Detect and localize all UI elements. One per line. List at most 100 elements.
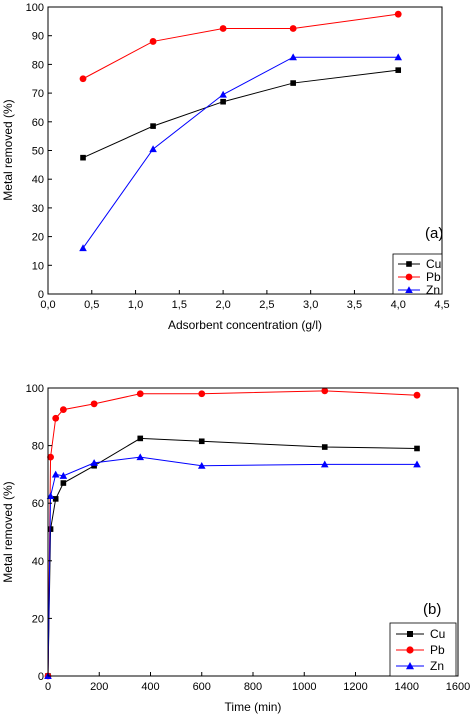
series-line-pb-a — [82, 13, 399, 80]
legend-label-cu-b: Cu — [430, 627, 445, 641]
y-axis-title-b: Metal removed (%) — [1, 481, 15, 582]
x-tick-label: 1,5 — [172, 299, 187, 311]
y-tick-label: 40 — [32, 556, 44, 568]
data-point-zn-b — [90, 459, 98, 466]
panel-label-b: (b) — [423, 601, 441, 618]
chart-panel-b: 0 200 400 600 800 1000 1200 1400 1600 0 20 40 60 80 10… — [1, 383, 470, 714]
plot-area-a — [79, 10, 403, 252]
data-point-cu-a — [220, 98, 226, 105]
x-tick-label: 400 — [141, 681, 159, 693]
x-tick-label: 4,0 — [391, 299, 406, 311]
y-tick-label: 60 — [32, 498, 44, 510]
y-tick-label: 100 — [26, 383, 44, 395]
plot-area-b — [44, 387, 421, 680]
x-tick-label: 1,0 — [128, 299, 143, 311]
legend-marker-pb-b — [406, 646, 414, 654]
y-tick-label: 50 — [32, 146, 44, 158]
y-tick-label: 20 — [32, 613, 44, 625]
data-point-cu-b — [198, 438, 205, 445]
x-tick-label: 3,0 — [303, 299, 318, 311]
data-point-cu-a — [80, 154, 86, 161]
legend-label-zn-a: Zn — [426, 283, 440, 297]
data-point-zn-a — [79, 244, 87, 252]
y-tick-label: 0 — [38, 289, 44, 301]
x-tick-label: 2,5 — [259, 299, 274, 311]
legend-b: Cu Pb Zn — [389, 622, 457, 677]
axis-ticks-a: 0,0 0,5 1,0 1,5 2,0 2,5 3,0 3,5 4,0 4,5 0 10 20 30 40 5… — [26, 2, 450, 311]
data-point-cu-a — [290, 80, 296, 86]
data-point-zn-b — [413, 460, 421, 468]
data-point-cu-b — [60, 480, 67, 486]
x-axis-title-a: Adsorbent concentration (g/l) — [168, 318, 322, 332]
data-point-pb-b — [198, 390, 206, 398]
data-point-pb-a — [79, 75, 87, 83]
data-point-pb-b — [47, 453, 54, 461]
legend-marker-zn-b — [406, 662, 414, 670]
x-tick-label: 4,5 — [434, 299, 449, 311]
x-tick-label: 1000 — [292, 681, 316, 693]
y-tick-label: 40 — [32, 174, 44, 186]
data-point-cu-b — [52, 496, 59, 502]
data-point-pb-b — [52, 414, 60, 422]
x-tick-label: 0,5 — [84, 299, 99, 311]
x-tick-label: 1200 — [343, 681, 367, 693]
y-tick-label: 80 — [32, 59, 44, 71]
axis-ticks-b: 0 200 400 600 800 1000 1200 1400 1600 0 20 40 60 80 10… — [26, 383, 471, 693]
legend-marker-cu-a — [406, 261, 412, 267]
y-axis-title-a: Metal removed (%) — [1, 99, 15, 200]
series-line-zn-b — [47, 456, 417, 677]
x-axis-title-b: Time (min) — [225, 700, 282, 714]
data-point-zn-b — [51, 470, 60, 478]
data-point-pb-a — [289, 25, 297, 32]
y-tick-label: 0 — [38, 671, 44, 683]
legend-marker-pb-a — [405, 273, 413, 281]
data-point-zn-a — [394, 53, 403, 61]
y-tick-label: 20 — [32, 232, 44, 244]
y-tick-label: 10 — [32, 260, 44, 272]
x-tick-label: 1400 — [395, 681, 419, 693]
data-point-pb-a — [149, 38, 157, 45]
legend-marker-cu-b — [407, 631, 413, 637]
data-point-zn-a — [149, 145, 157, 153]
y-tick-label: 30 — [32, 203, 44, 215]
data-point-pb-b — [59, 406, 67, 413]
data-point-pb-a — [394, 10, 402, 18]
data-point-pb-a — [219, 25, 227, 32]
data-point-cu-b — [321, 444, 328, 450]
panel-label-a: (a) — [425, 225, 443, 242]
x-tick-label: 0 — [45, 681, 51, 693]
x-tick-label: 200 — [90, 681, 108, 693]
data-point-zn-b — [46, 492, 55, 500]
x-tick-label: 0,0 — [40, 299, 55, 311]
y-tick-label: 70 — [32, 88, 44, 100]
data-point-zn-b — [197, 461, 206, 469]
chart-panel-a: 0,0 0,5 1,0 1,5 2,0 2,5 3,0 3,5 4,0 4,5 0 10 20 30 40 5… — [1, 2, 450, 332]
x-tick-label: 2,0 — [215, 299, 230, 311]
data-point-zn-a — [289, 53, 297, 61]
legend-marker-zn-a — [405, 286, 413, 294]
data-point-cu-b — [137, 435, 144, 442]
legend-label-zn-b: Zn — [430, 659, 444, 673]
legend-label-pb-b: Pb — [430, 643, 445, 657]
data-point-zn-b — [136, 453, 145, 461]
series-line-pb-b — [47, 390, 418, 677]
data-point-pb-b — [136, 390, 144, 398]
data-point-pb-b — [90, 400, 98, 408]
data-point-zn-b — [320, 460, 329, 468]
data-point-cu-a — [150, 123, 156, 129]
data-point-zn-b — [59, 472, 68, 479]
legend-box-a — [392, 253, 443, 295]
data-point-pb-b — [321, 387, 329, 395]
y-tick-label: 80 — [32, 441, 44, 453]
data-point-cu-b — [414, 445, 420, 452]
legend-entries-b: Cu Pb Zn — [396, 627, 445, 673]
y-tick-label: 100 — [26, 2, 44, 14]
series-line-zn-a — [82, 56, 399, 249]
data-point-pb-b — [413, 391, 421, 399]
x-tick-label: 3,5 — [347, 299, 362, 311]
y-tick-label: 60 — [32, 117, 44, 129]
y-tick-label: 90 — [32, 31, 44, 43]
data-point-zn-a — [219, 90, 227, 98]
